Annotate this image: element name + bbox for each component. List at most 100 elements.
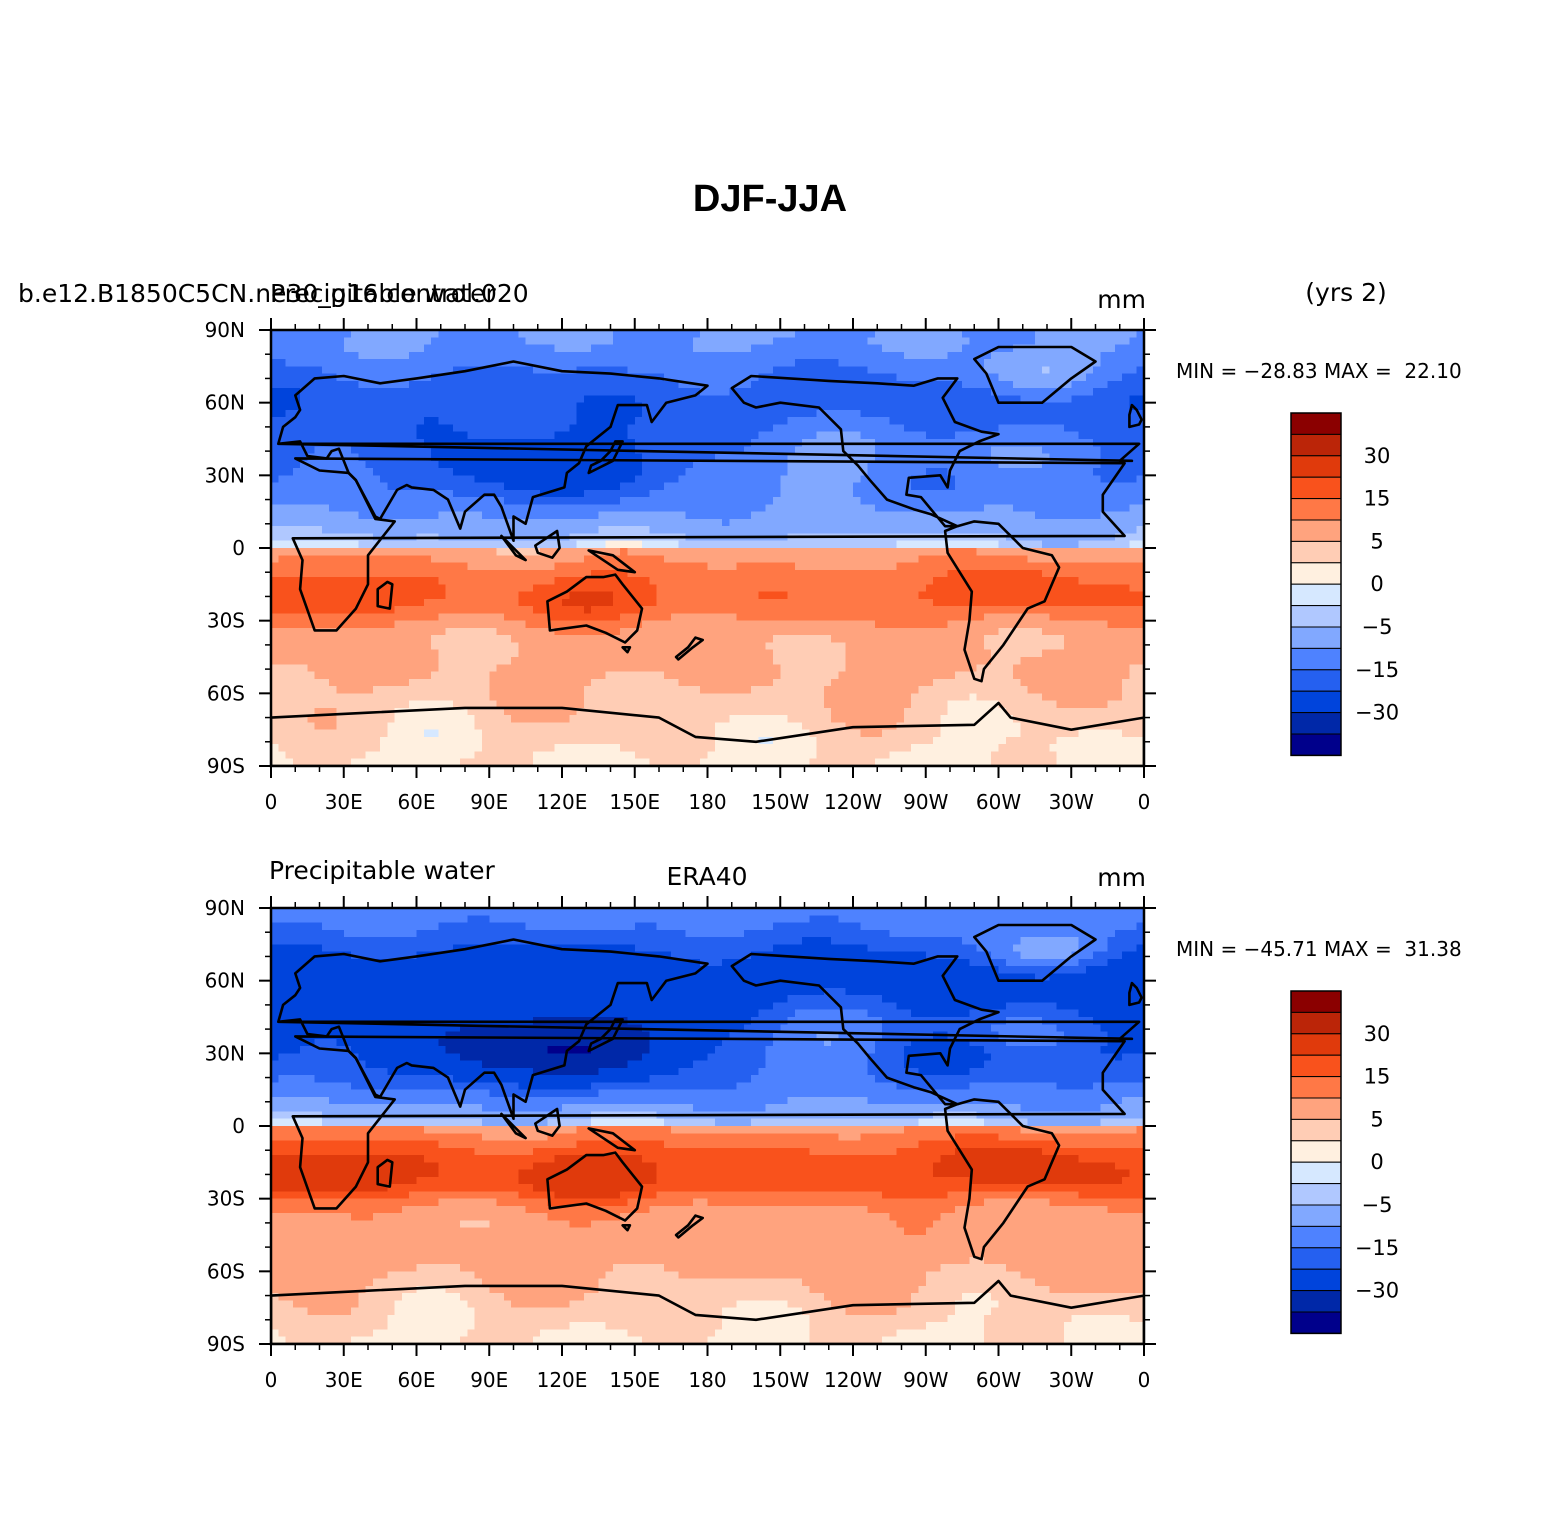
field-cell [1129,562,1138,571]
field-cell [489,569,498,578]
field-cell [867,330,876,338]
field-cell [445,380,454,389]
field-cell [423,482,432,491]
field-cell [802,620,810,629]
field-cell [940,497,949,505]
field-cell [743,518,752,527]
field-cell [794,453,803,462]
field-cell [765,577,774,585]
field-cell [860,562,869,571]
field-cell [401,409,410,418]
field-cell [1056,540,1065,549]
field-cell [853,359,861,367]
field-cell [925,366,934,375]
field-cell [656,388,665,396]
field-cell [867,395,876,404]
field-cell [1071,337,1080,346]
field-cell [663,569,672,578]
field-cell [925,577,934,585]
field-cell [620,627,629,636]
field-cell [460,620,469,629]
field-cell [678,373,687,382]
field-cell [1071,409,1080,418]
field-cell [700,620,709,629]
field-cell [874,344,883,353]
field-cell [547,373,556,382]
field-cell [707,555,716,564]
field-cell [649,460,658,469]
field-cell [845,366,854,375]
field-cell [401,366,410,375]
field-cell [1034,504,1043,513]
field-cell [634,511,643,520]
field-cell [1107,562,1116,571]
field-cell [358,351,367,360]
field-cell [918,569,927,578]
field-cell [780,453,789,462]
field-cell [991,562,1000,571]
field-cell [1034,613,1043,622]
field-cell [678,548,687,556]
field-cell [634,577,643,585]
field-cell [285,446,294,455]
field-cell [845,424,854,433]
field-cell [627,380,636,389]
field-cell [1093,373,1101,382]
field-cell [314,613,323,622]
field-cell [292,489,301,498]
field-cell [627,577,636,585]
field-cell [1107,577,1116,585]
field-cell [816,569,825,578]
field-cell [889,540,898,549]
field-cell [532,562,541,571]
field-cell [743,431,752,440]
field-cell [889,468,898,476]
field-cell [831,598,840,607]
field-cell [896,620,905,629]
field-cell [809,431,818,440]
field-cell [387,424,396,433]
field-cell [853,598,861,607]
field-cell [882,366,890,375]
field-cell [423,620,432,629]
field-cell [1013,475,1021,484]
field-cell [591,511,599,520]
field-cell [503,373,512,382]
field-cell [816,511,825,520]
field-cell [394,453,403,462]
field-cell [431,613,439,622]
field-cell [591,402,599,411]
field-cell [962,504,971,513]
field-cell [809,489,818,498]
field-cell [321,504,330,513]
field-cell [518,526,527,535]
field-cell [532,620,541,629]
field-cell [642,598,650,607]
field-cell [1129,577,1138,585]
field-cell [918,388,927,396]
field-cell [372,351,381,360]
field-cell [1027,555,1036,564]
field-cell [1005,548,1014,556]
field-cell [663,337,672,346]
field-cell [1063,395,1072,404]
field-cell [722,591,730,600]
field-cell [460,409,469,418]
field-cell [860,337,869,346]
field-cell [663,598,672,607]
field-cell [831,424,840,433]
field-cell [823,475,832,484]
field-cell [743,489,752,498]
field-cell [1122,555,1131,564]
field-cell [845,395,854,404]
field-cell [889,373,898,382]
field-cell [845,577,854,585]
field-cell [1071,402,1080,411]
field-cell [1071,540,1080,549]
field-cell [729,598,738,607]
field-cell [627,366,636,375]
field-cell [678,482,687,491]
field-cell [671,373,680,382]
field-cell [751,627,760,636]
